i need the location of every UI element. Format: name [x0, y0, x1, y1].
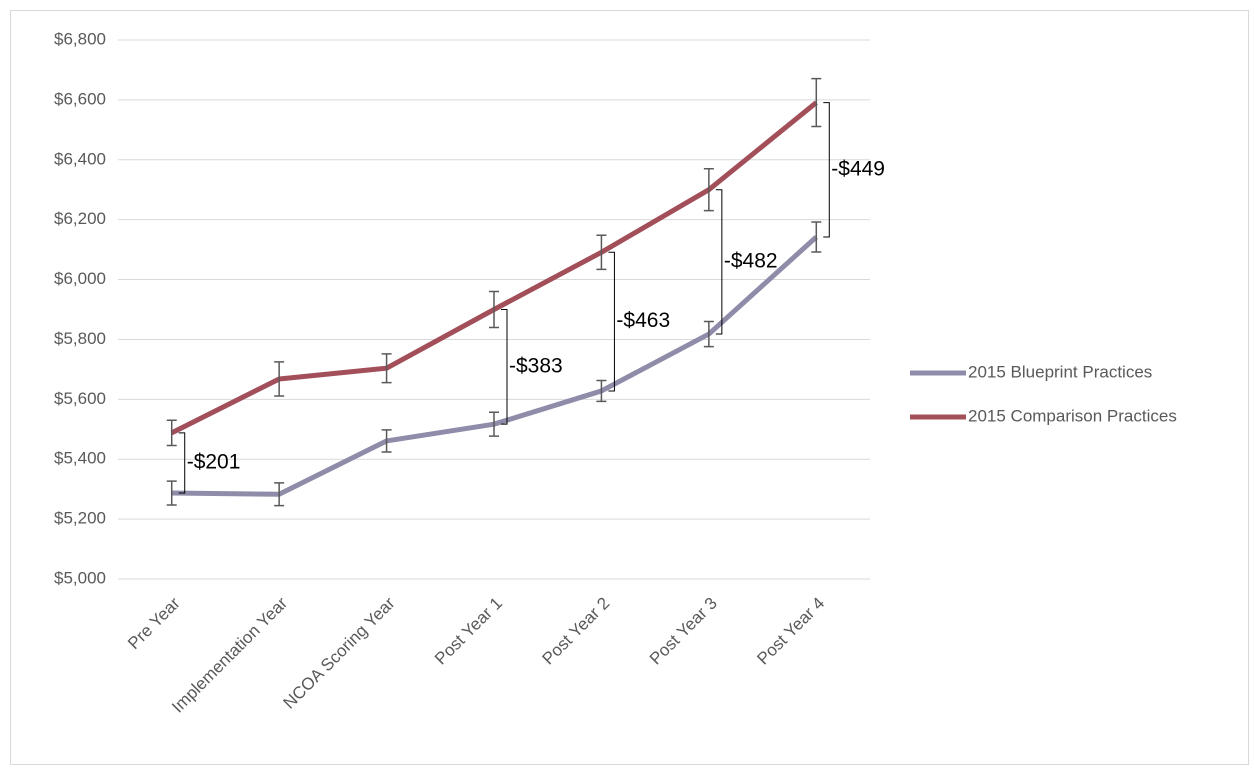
annotation-bracket: [715, 189, 723, 335]
x-tick-label: Pre Year: [124, 593, 184, 653]
annotation: -$383: [509, 354, 563, 377]
error-bar: [703, 168, 714, 212]
x-tick-label: Implementation Year: [168, 593, 291, 716]
error-bar: [489, 290, 499, 329]
annotation-bracket: [608, 251, 615, 392]
y-tick-label: $6,000: [54, 269, 106, 288]
error-bar: [381, 353, 392, 384]
error-bar: [489, 411, 499, 437]
x-tick-label: Post Year 4: [753, 594, 828, 669]
annotation: -$201: [187, 451, 241, 474]
error-bar: [811, 77, 822, 128]
y-tick-label: $6,800: [54, 29, 106, 48]
annotation-bracket: [178, 432, 186, 494]
annotation: -$463: [616, 309, 670, 332]
y-tick-label: $6,400: [54, 149, 106, 168]
annotation: -$482: [724, 249, 778, 272]
y-tick-label: $6,600: [54, 89, 106, 108]
y-tick-label: $5,200: [54, 509, 106, 528]
x-tick-label: NCOA Scoring Year: [280, 593, 399, 712]
series-line: [170, 100, 818, 436]
error-bar: [274, 482, 285, 507]
y-tick-label: $6,200: [54, 209, 106, 228]
y-tick-label: $5,000: [54, 568, 106, 587]
legend-label: 2015 Comparison Practices: [968, 406, 1177, 425]
error-bar: [166, 419, 177, 447]
y-tick-label: $5,600: [54, 389, 106, 408]
error-bar: [811, 221, 822, 253]
error-bar: [596, 379, 607, 403]
x-tick-label: Post Year 2: [538, 594, 613, 669]
y-tick-label: $5,800: [54, 329, 106, 348]
error-bar: [274, 361, 285, 397]
chart-border: [10, 10, 1249, 765]
annotation-bracket: [823, 102, 830, 238]
x-tick-label: Post Year 1: [431, 594, 506, 669]
series-line: [171, 235, 818, 497]
error-bar: [381, 429, 392, 453]
error-bar: [703, 320, 714, 348]
x-tick-label: Post Year 3: [646, 594, 721, 669]
annotation: -$449: [831, 157, 885, 180]
y-tick-label: $5,400: [54, 449, 106, 468]
error-bar: [596, 234, 607, 271]
error-bar: [166, 480, 177, 506]
legend-label: 2015 Blueprint Practices: [968, 362, 1152, 381]
annotation-bracket: [501, 309, 508, 425]
